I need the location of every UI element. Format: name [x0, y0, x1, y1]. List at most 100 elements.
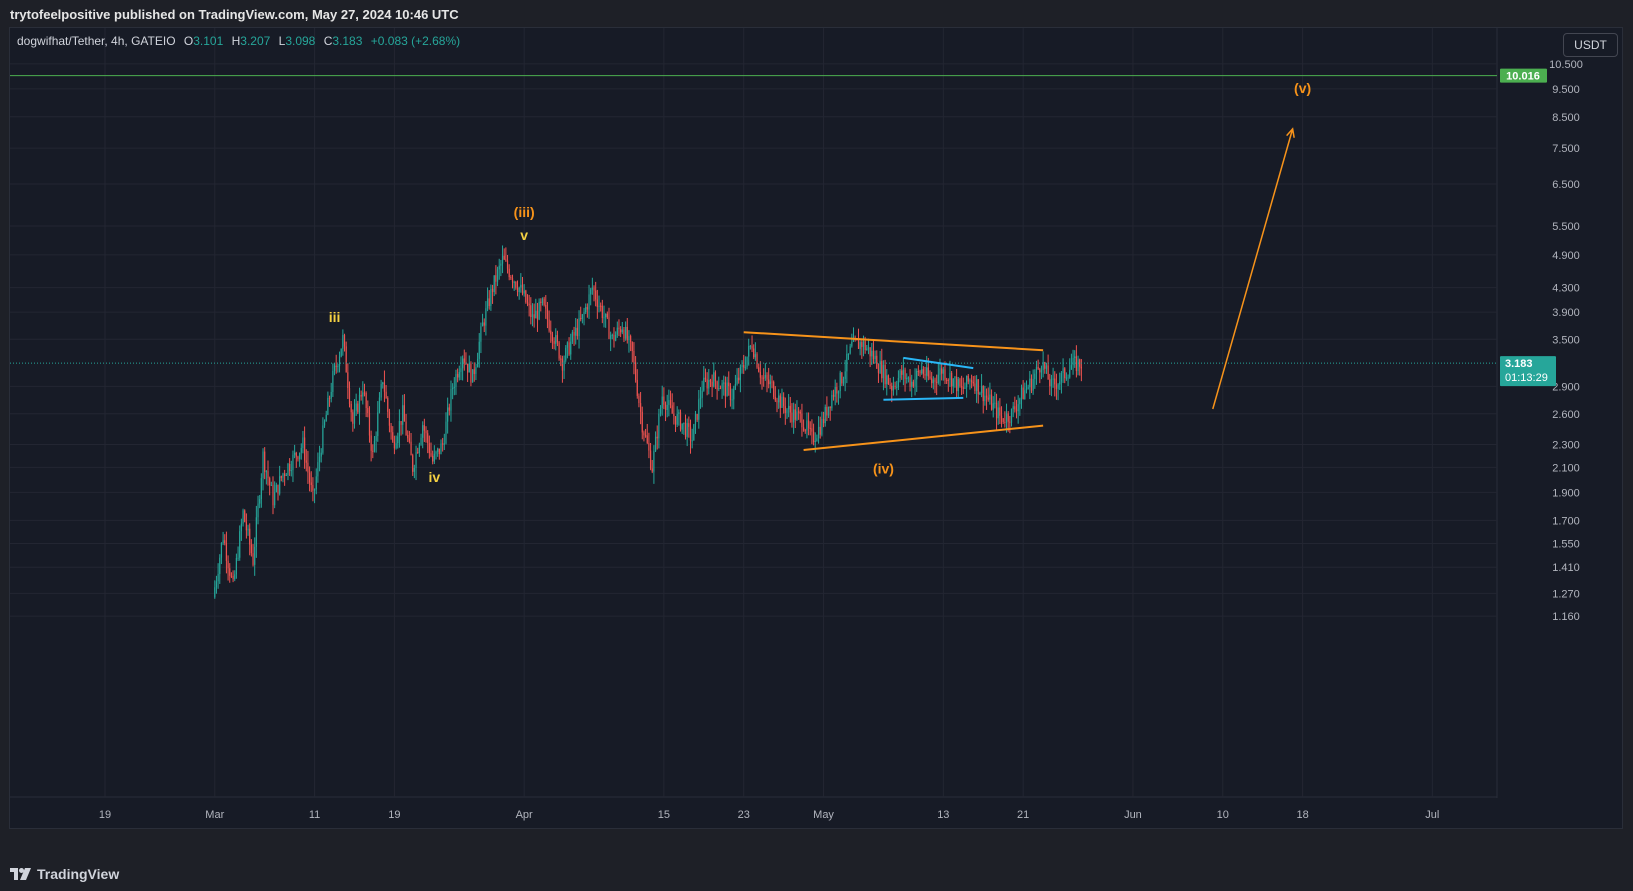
candle-body [1047, 365, 1049, 380]
candle-body [897, 377, 900, 387]
candle-body [1004, 421, 1006, 423]
chart-frame[interactable] [9, 27, 1623, 829]
candle-body [806, 420, 808, 431]
candle-body [418, 444, 420, 453]
candle-body [373, 440, 376, 452]
candle-body [308, 472, 311, 483]
candle-body [709, 379, 712, 382]
candle-body [994, 402, 996, 404]
candle-body [744, 367, 746, 369]
candle-body [442, 443, 444, 445]
candle-body [921, 369, 923, 374]
candle-body [378, 397, 381, 413]
candle-body [370, 435, 372, 451]
candle-body [977, 379, 979, 395]
candle-body [563, 360, 565, 371]
candle-body [631, 342, 633, 351]
candle-body [759, 371, 761, 378]
candle-body [841, 372, 843, 384]
price-tick-label: 8.500 [1552, 112, 1580, 124]
candle-body [470, 363, 472, 383]
candle-body [239, 531, 241, 558]
candle-body [961, 386, 963, 388]
candle-body [694, 414, 697, 425]
candle-body [882, 365, 885, 379]
candle-body [793, 409, 795, 423]
candle-body [721, 383, 723, 389]
candle-body [350, 403, 352, 413]
candle-body [751, 345, 753, 349]
candle-body [1074, 356, 1076, 358]
candle-body [546, 308, 549, 320]
candle-body [290, 470, 292, 472]
candle-body [869, 347, 871, 357]
candle-body [659, 407, 662, 414]
candle-body [699, 397, 702, 400]
candle-body [1042, 362, 1044, 371]
currency-button[interactable]: USDT [1563, 33, 1618, 57]
candle-body [327, 397, 329, 415]
candle-body [696, 414, 698, 420]
candle-body [262, 451, 264, 479]
candle-body [716, 381, 718, 390]
candle-body [593, 287, 595, 291]
candle-body [375, 436, 377, 441]
candle-body [749, 345, 751, 347]
candle-body [743, 365, 745, 368]
projection-arrow-head [1286, 127, 1295, 138]
candle-body [493, 275, 495, 293]
candle-body [894, 385, 896, 388]
candle-body [997, 407, 999, 419]
candle-body [605, 313, 607, 318]
candle-body [468, 363, 470, 373]
candle-body [558, 342, 560, 359]
candle-body [714, 372, 717, 382]
candle-body [1024, 390, 1026, 400]
low-value: 3.098 [285, 34, 316, 48]
candle-body [811, 428, 813, 432]
candle-body [280, 476, 282, 478]
candle-body [535, 310, 537, 319]
candle-body [358, 394, 361, 413]
candle-body [684, 422, 687, 437]
candle-body [884, 365, 886, 385]
candle-body [909, 377, 911, 387]
candle-body [984, 395, 986, 402]
candle-body [318, 456, 321, 463]
candle-body [952, 378, 954, 387]
candle-body [1020, 387, 1023, 399]
candle-body [299, 452, 301, 460]
candle-body [786, 409, 788, 413]
candle-body [623, 329, 625, 339]
last-price-label: 3.183 [1505, 358, 1533, 370]
candle-body [989, 394, 991, 400]
candle-body [476, 358, 479, 368]
candle-body [1052, 378, 1054, 380]
candle-body [338, 356, 341, 366]
candle-body [729, 386, 732, 401]
candle-body [618, 327, 620, 330]
candle-body [733, 388, 735, 400]
candle-body [235, 557, 238, 575]
candle-body [1057, 384, 1059, 389]
wave-label: (iv) [873, 460, 894, 476]
candle-body [304, 437, 306, 461]
candle-body [297, 456, 299, 460]
candle-body [603, 317, 605, 319]
candle-body [936, 381, 938, 383]
candle-body [1080, 366, 1082, 369]
candle-body [237, 557, 239, 559]
candle-body [355, 403, 357, 411]
change-value: +0.083 (+2.68%) [370, 34, 461, 48]
tradingview-logo[interactable]: TradingView [10, 865, 119, 883]
candle-body [412, 455, 414, 472]
tradingview-logo-icon [10, 868, 31, 880]
candle-body [432, 455, 434, 462]
time-tick-label: 15 [658, 809, 670, 821]
candle-body [881, 360, 883, 379]
high-label: H [231, 34, 241, 48]
candle-body [427, 433, 429, 444]
candle-body [941, 368, 943, 374]
candle-body [503, 255, 505, 260]
